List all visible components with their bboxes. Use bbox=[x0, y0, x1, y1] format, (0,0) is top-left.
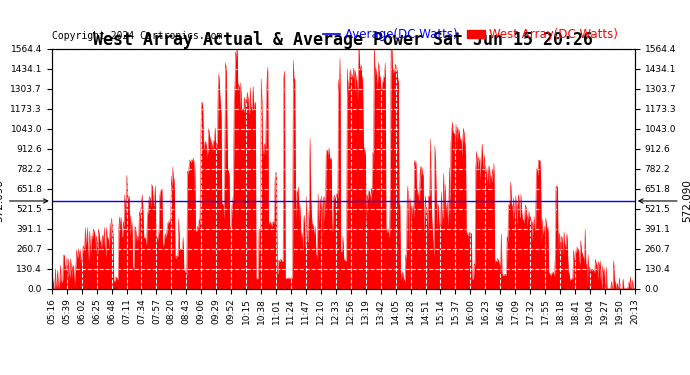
Text: 572.090: 572.090 bbox=[0, 180, 48, 222]
Text: 572.090: 572.090 bbox=[639, 180, 690, 222]
Legend: Average(DC Watts), West Array(DC Watts): Average(DC Watts), West Array(DC Watts) bbox=[318, 24, 623, 46]
Text: Copyright 2024 Cartronics.com: Copyright 2024 Cartronics.com bbox=[52, 31, 222, 41]
Title: West Array Actual & Average Power Sat Jun 15 20:26: West Array Actual & Average Power Sat Ju… bbox=[93, 31, 593, 49]
